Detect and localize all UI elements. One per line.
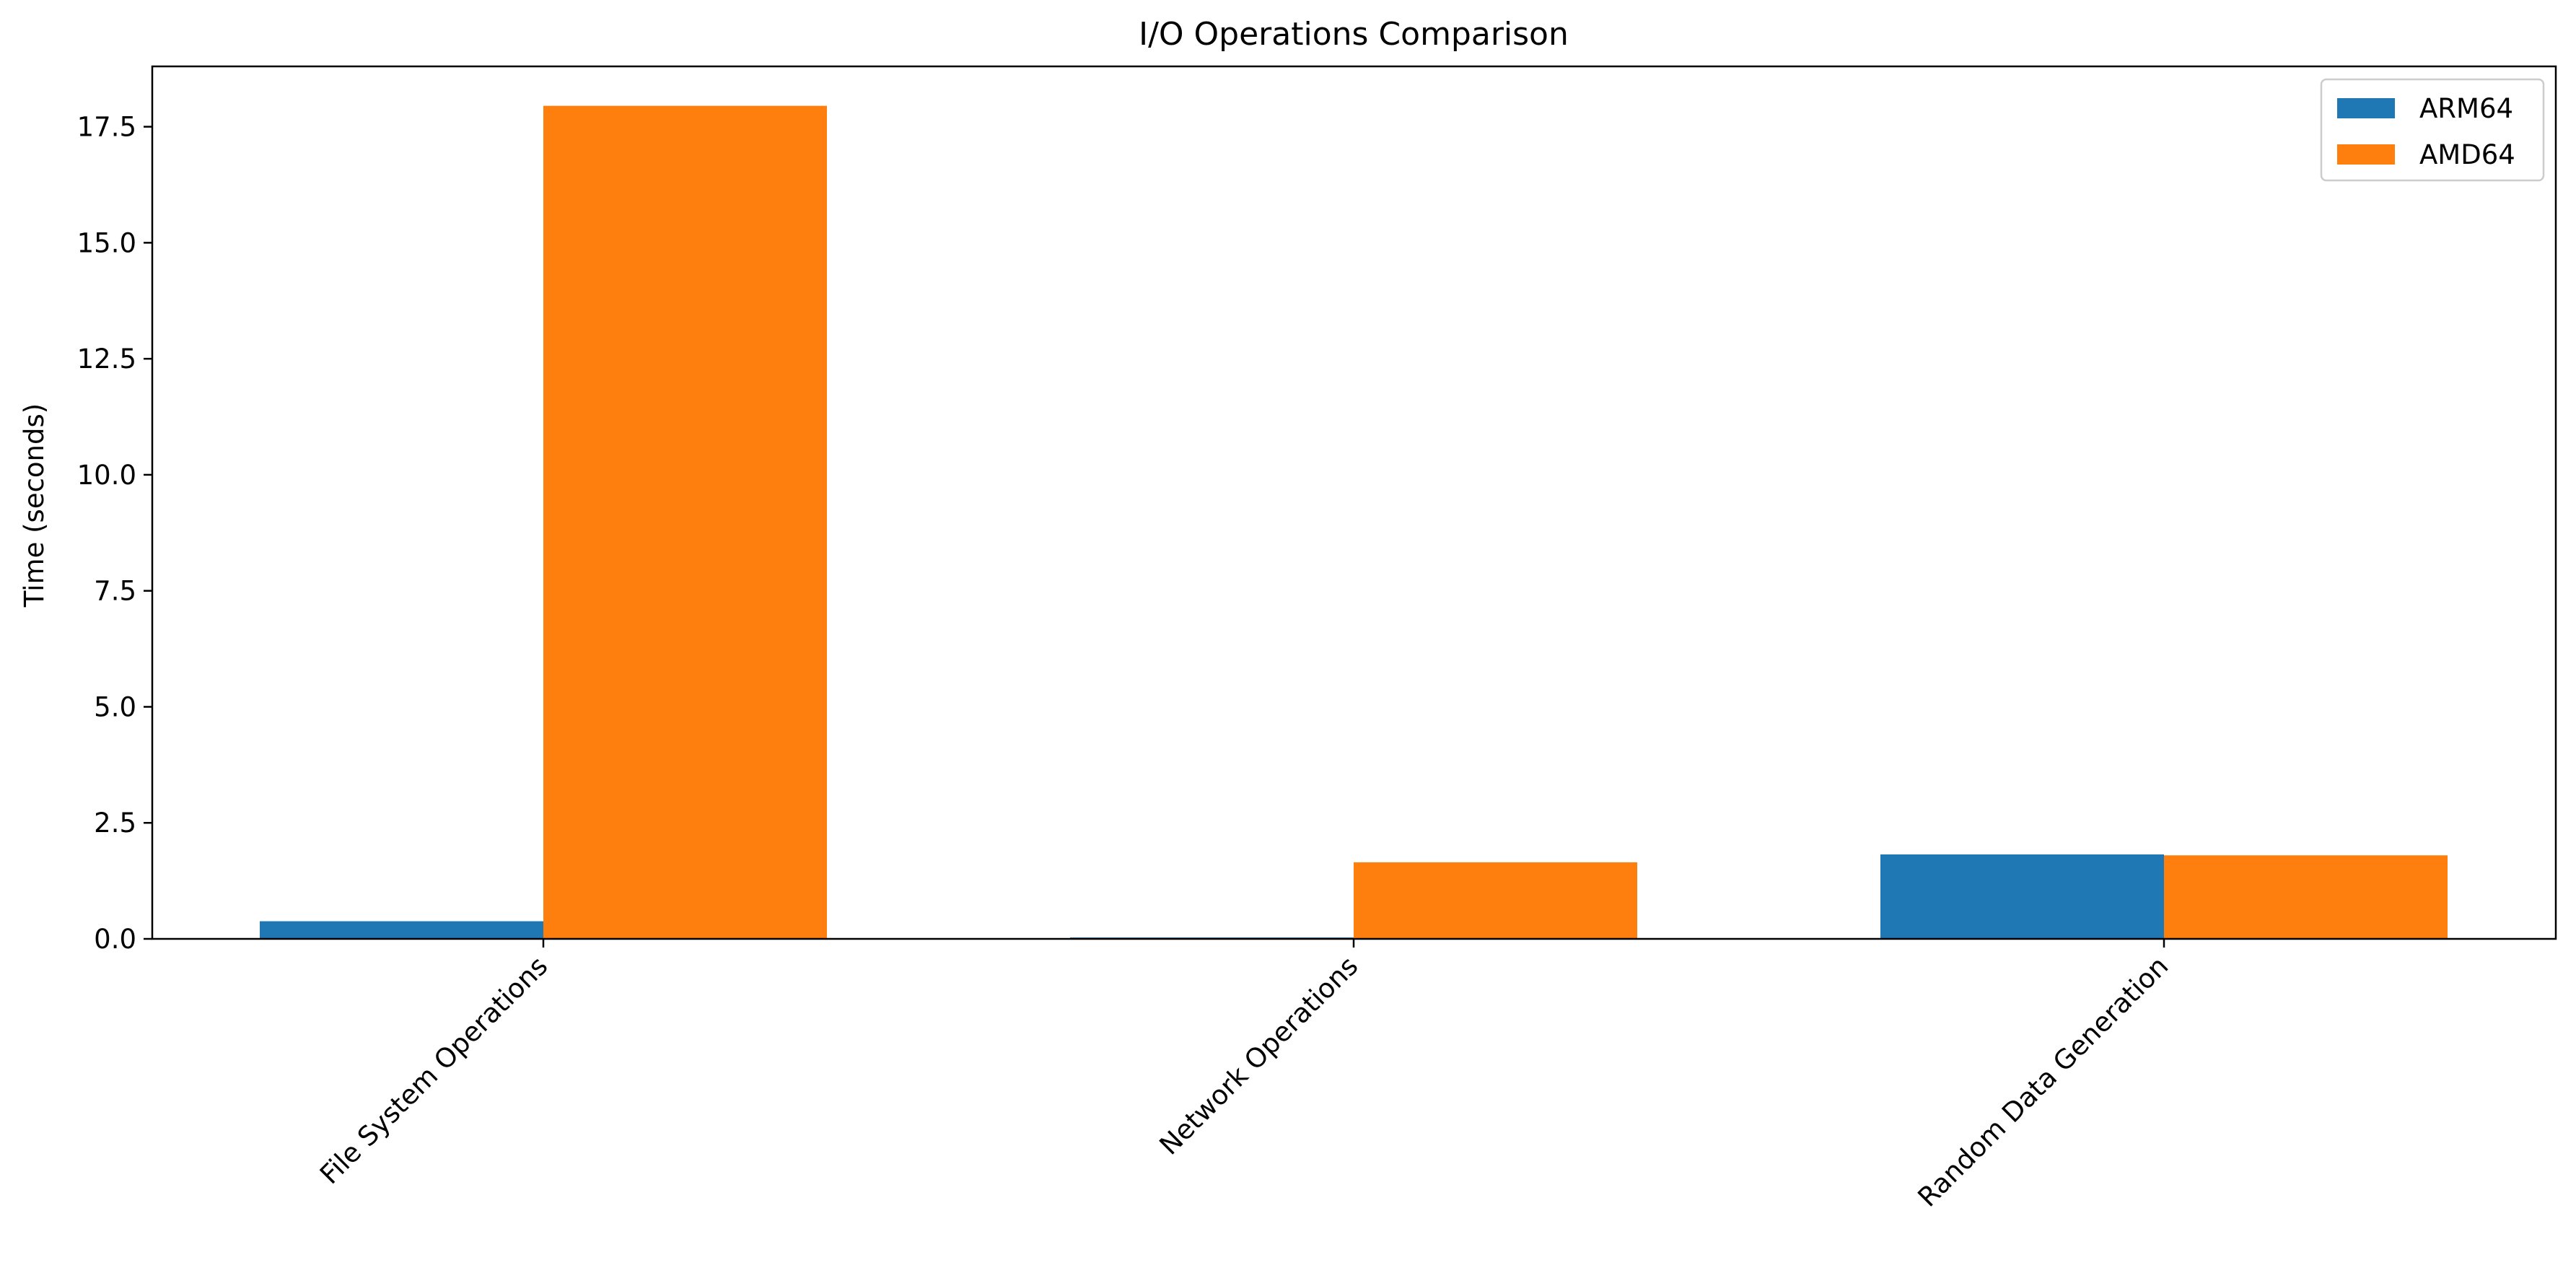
- x-tick-label: File System Operations: [314, 950, 553, 1190]
- x-tick-label: Random Data Generation: [1912, 950, 2175, 1213]
- chart-title: I/O Operations Comparison: [1139, 16, 1569, 53]
- bars: [260, 105, 2448, 939]
- bar-amd64-1: [1354, 862, 1637, 939]
- y-tick-label: 12.5: [77, 344, 136, 375]
- y-axis-ticks: 0.0 2.5 5.0 7.5 10.0 12.5 15.0 17.5: [77, 112, 152, 955]
- y-tick-label: 17.5: [77, 112, 136, 143]
- x-axis-ticks: File System Operations Network Operations…: [314, 939, 2174, 1213]
- y-tick-label: 10.0: [77, 460, 136, 491]
- y-tick-label: 0.0: [94, 924, 136, 955]
- bar-amd64-2: [2164, 855, 2448, 939]
- legend-swatch-amd64: [2337, 144, 2395, 165]
- y-tick-label: 5.0: [94, 691, 136, 722]
- plot-frame: [151, 65, 2557, 940]
- bar-amd64-0: [543, 105, 827, 939]
- y-tick-label: 15.0: [77, 227, 136, 258]
- y-tick-label: 2.5: [94, 808, 136, 839]
- y-tick-label: 7.5: [94, 576, 136, 607]
- legend-swatch-arm64: [2337, 98, 2395, 118]
- legend: ARM64 AMD64: [2320, 78, 2545, 182]
- x-tick-label: Network Operations: [1154, 950, 1364, 1161]
- legend-label-arm64: ARM64: [2419, 93, 2513, 124]
- y-axis-label: Time (seconds): [19, 403, 50, 608]
- bar-arm64-0: [260, 921, 543, 939]
- legend-label-amd64: AMD64: [2419, 139, 2515, 170]
- bar-arm64-2: [1880, 854, 2164, 939]
